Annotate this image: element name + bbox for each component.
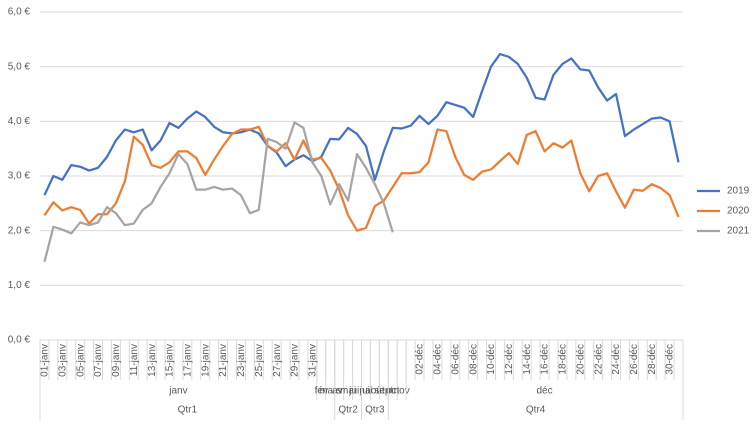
x-tick-label: 11-janv — [129, 344, 140, 376]
quarter-label: Qtr2 — [338, 405, 358, 416]
x-tick-label: 21-janv — [218, 344, 229, 377]
x-tick-label: 04-déc — [433, 344, 444, 375]
x-tick-label: 17-janv — [182, 344, 193, 377]
month-label: fév — [315, 386, 328, 397]
month-label: janv — [168, 386, 187, 397]
x-tick-label: 16-déc — [540, 344, 551, 375]
x-tick-label: 09-janv — [111, 344, 122, 377]
x-tick-label: 10-déc — [486, 344, 497, 375]
legend-label: 2021 — [727, 226, 750, 237]
month-label: juin — [348, 386, 365, 397]
x-tick-label: 15-janv — [165, 344, 176, 377]
x-tick-label: 26-déc — [629, 344, 640, 375]
x-tick-label: 25-janv — [254, 344, 265, 377]
month-label: avr — [332, 386, 347, 397]
month-label: juil — [359, 386, 372, 397]
x-tick-label: 08-déc — [468, 344, 479, 375]
month-label: mars — [319, 386, 341, 397]
x-tick-label: 02-déc — [415, 344, 426, 375]
series-line — [43, 125, 680, 232]
x-tick-label: 19-janv — [200, 344, 211, 377]
month-label: août — [365, 386, 385, 397]
x-tick-label: 05-janv — [75, 344, 86, 377]
quarter-label: Qtr1 — [178, 405, 198, 416]
x-tick-label: 24-déc — [611, 344, 622, 375]
month-label: oct — [386, 386, 400, 397]
x-tick-label: 31-janv — [308, 344, 319, 377]
series-line — [43, 121, 394, 263]
x-tick-label: 06-déc — [450, 344, 461, 375]
x-tick-label: 01-janv — [40, 344, 51, 377]
quarter-label: Qtr4 — [526, 405, 546, 416]
month-label: nov — [394, 386, 410, 397]
legend-label: 2020 — [727, 206, 750, 217]
y-tick-label: 4,0 € — [8, 116, 31, 127]
x-tick-label: 12-déc — [504, 344, 515, 375]
y-tick-label: 6,0 € — [8, 7, 31, 18]
x-tick-label: 20-déc — [575, 344, 586, 375]
x-tick-label: 30-déc — [665, 344, 676, 375]
x-tick-label: 29-janv — [290, 344, 301, 377]
x-tick-label: 03-janv — [57, 344, 68, 377]
x-tick-label: 27-janv — [272, 344, 283, 377]
x-tick-label: 28-déc — [647, 344, 658, 375]
x-tick-label: 14-déc — [522, 344, 533, 375]
month-label: sept — [374, 386, 393, 397]
month-label: déc — [537, 386, 553, 397]
month-label: mai — [340, 386, 356, 397]
x-tick-label: 07-janv — [93, 344, 104, 377]
x-tick-label: 18-déc — [558, 344, 569, 375]
y-tick-label: 3,0 € — [8, 171, 31, 182]
x-tick-label: 22-déc — [593, 344, 604, 375]
y-tick-label: 2,0 € — [8, 225, 31, 236]
y-tick-label: 0,0 € — [8, 335, 31, 346]
x-tick-label: 23-janv — [236, 344, 247, 377]
quarter-label: Qtr3 — [365, 405, 385, 416]
y-tick-label: 5,0 € — [8, 61, 31, 72]
legend-label: 2019 — [727, 186, 750, 197]
x-tick-label: 13-janv — [147, 344, 158, 377]
y-tick-label: 1,0 € — [8, 280, 31, 291]
series-line — [43, 52, 680, 196]
